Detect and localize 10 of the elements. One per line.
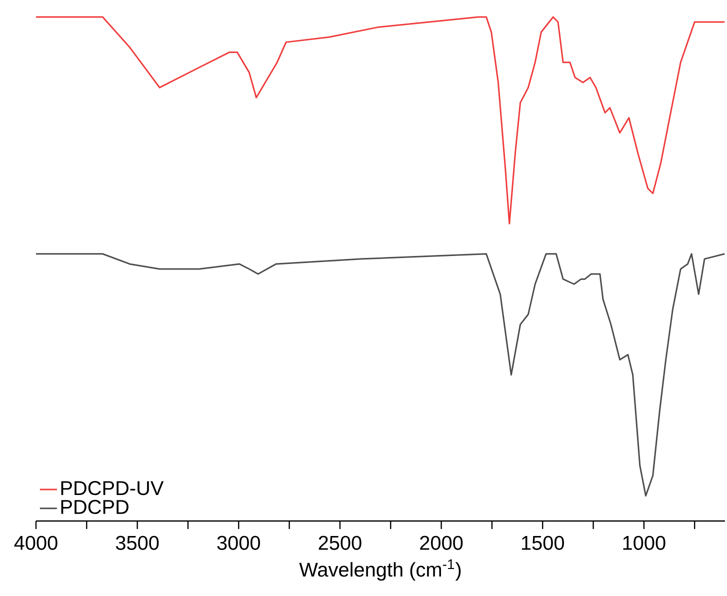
x-tick-label: 1000 [623, 536, 666, 550]
x-tick-label: 1500 [522, 536, 564, 550]
x-axis-title: Wavelength (cm$^{-1}$) [299, 559, 461, 581]
legend-label: PDCPD-UV [61, 481, 164, 496]
legend-label: PDCPD [61, 500, 128, 514]
x-tick-label: 3000 [217, 536, 260, 550]
x-tick-label: 3500 [116, 536, 159, 550]
x-tick-label: 2000 [420, 536, 463, 550]
x-tick-label: 4000 [14, 536, 58, 550]
x-tick-label: 2500 [318, 536, 362, 550]
